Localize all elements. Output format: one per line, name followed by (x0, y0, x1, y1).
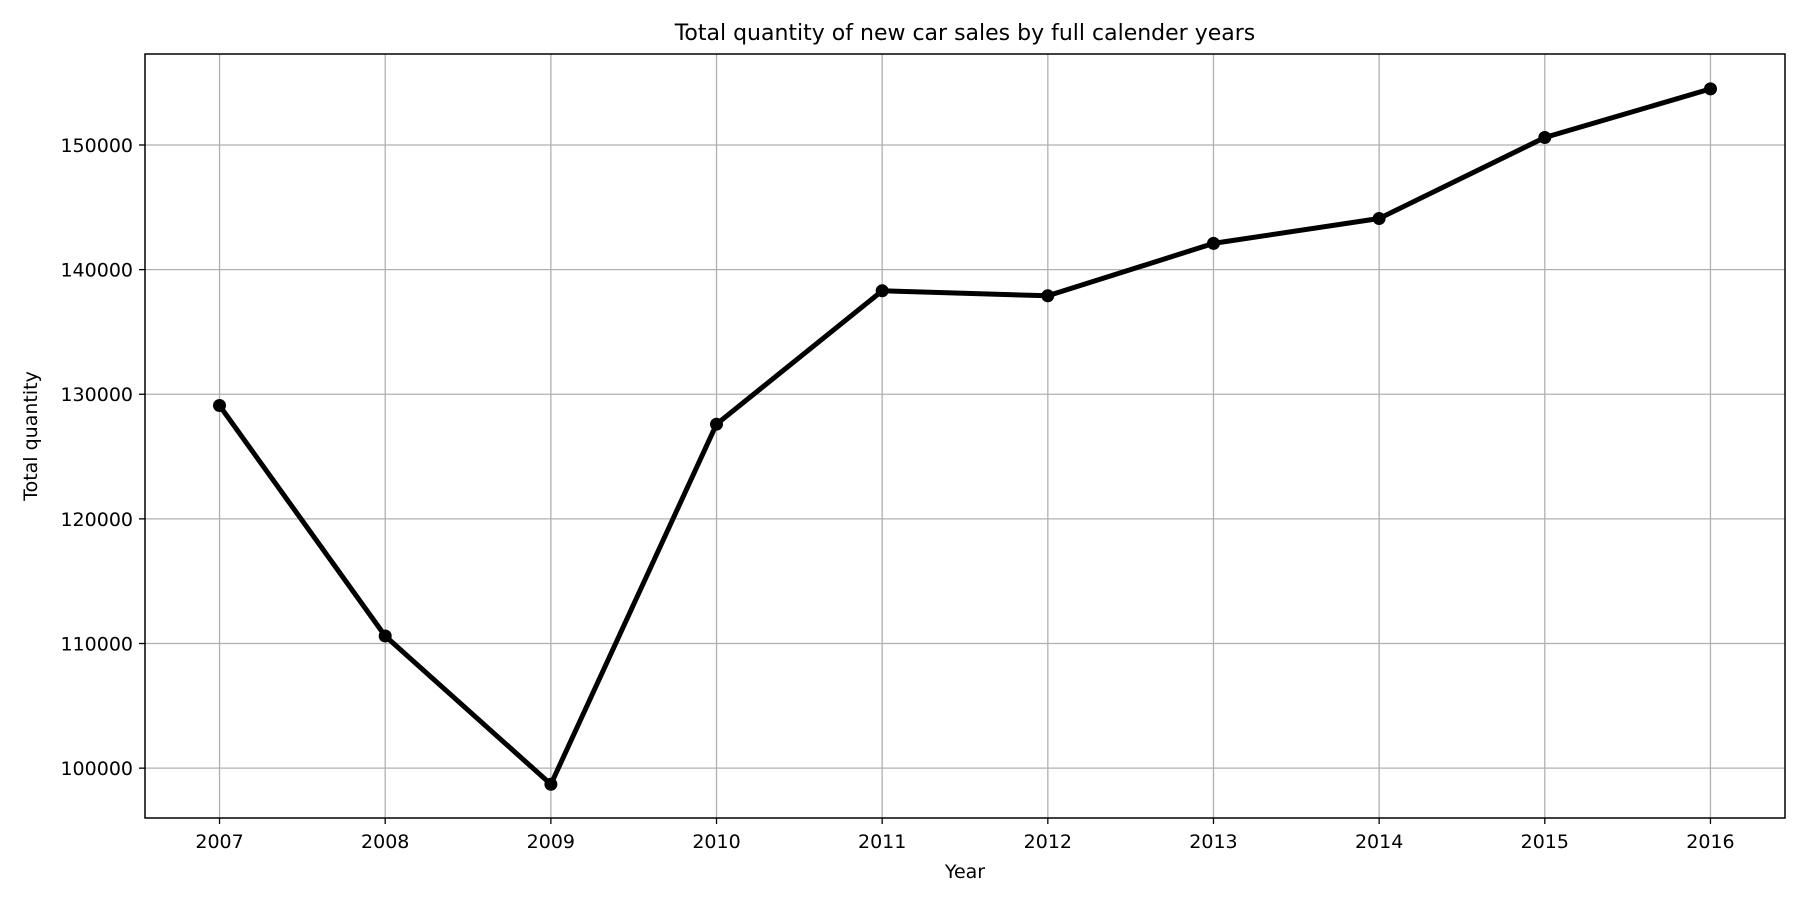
data-point-marker (875, 284, 889, 298)
y-axis-label: Total quantity (20, 371, 42, 502)
x-tick-label: 2007 (195, 831, 243, 853)
data-point-marker (1041, 289, 1055, 303)
y-tick-label: 130000 (60, 384, 133, 406)
x-tick-label: 2013 (1189, 831, 1237, 853)
grid-layer (145, 54, 1785, 818)
x-axis-label: Year (944, 861, 985, 883)
y-tick-label: 140000 (60, 260, 133, 282)
x-tick-label: 2012 (1024, 831, 1072, 853)
y-tick-label: 150000 (60, 135, 133, 157)
series-layer (213, 82, 1717, 791)
data-point-marker (1704, 82, 1717, 96)
x-axis-ticks: 2007 2008 2009 2010 2011 2012 2013 2014 2015 2016 (195, 818, 1735, 853)
x-tick-label: 2008 (361, 831, 409, 853)
y-tick-label: 120000 (60, 509, 133, 531)
y-tick-label: 100000 (60, 758, 133, 780)
x-tick-label: 2015 (1521, 831, 1569, 853)
data-point-marker (1207, 236, 1220, 250)
data-point-marker (1372, 212, 1386, 225)
x-tick-label: 2009 (527, 831, 575, 853)
y-axis-ticks: 100000 110000 120000 130000 140000 150000 (60, 135, 145, 780)
series-line (217, 86, 1713, 787)
data-point-marker (544, 777, 558, 791)
data-point-marker (710, 417, 723, 431)
data-point-marker (213, 399, 226, 412)
data-point-marker (1538, 131, 1552, 144)
x-tick-label: 2010 (692, 831, 740, 853)
x-tick-label: 2016 (1686, 831, 1734, 853)
y-tick-label: 110000 (60, 634, 133, 656)
plot-area-frame (144, 53, 1786, 819)
x-tick-label: 2014 (1355, 831, 1403, 853)
x-tick-label: 2011 (858, 831, 906, 853)
data-point-marker (378, 629, 392, 643)
chart-title: Total quantity of new car sales by full … (674, 21, 1256, 46)
